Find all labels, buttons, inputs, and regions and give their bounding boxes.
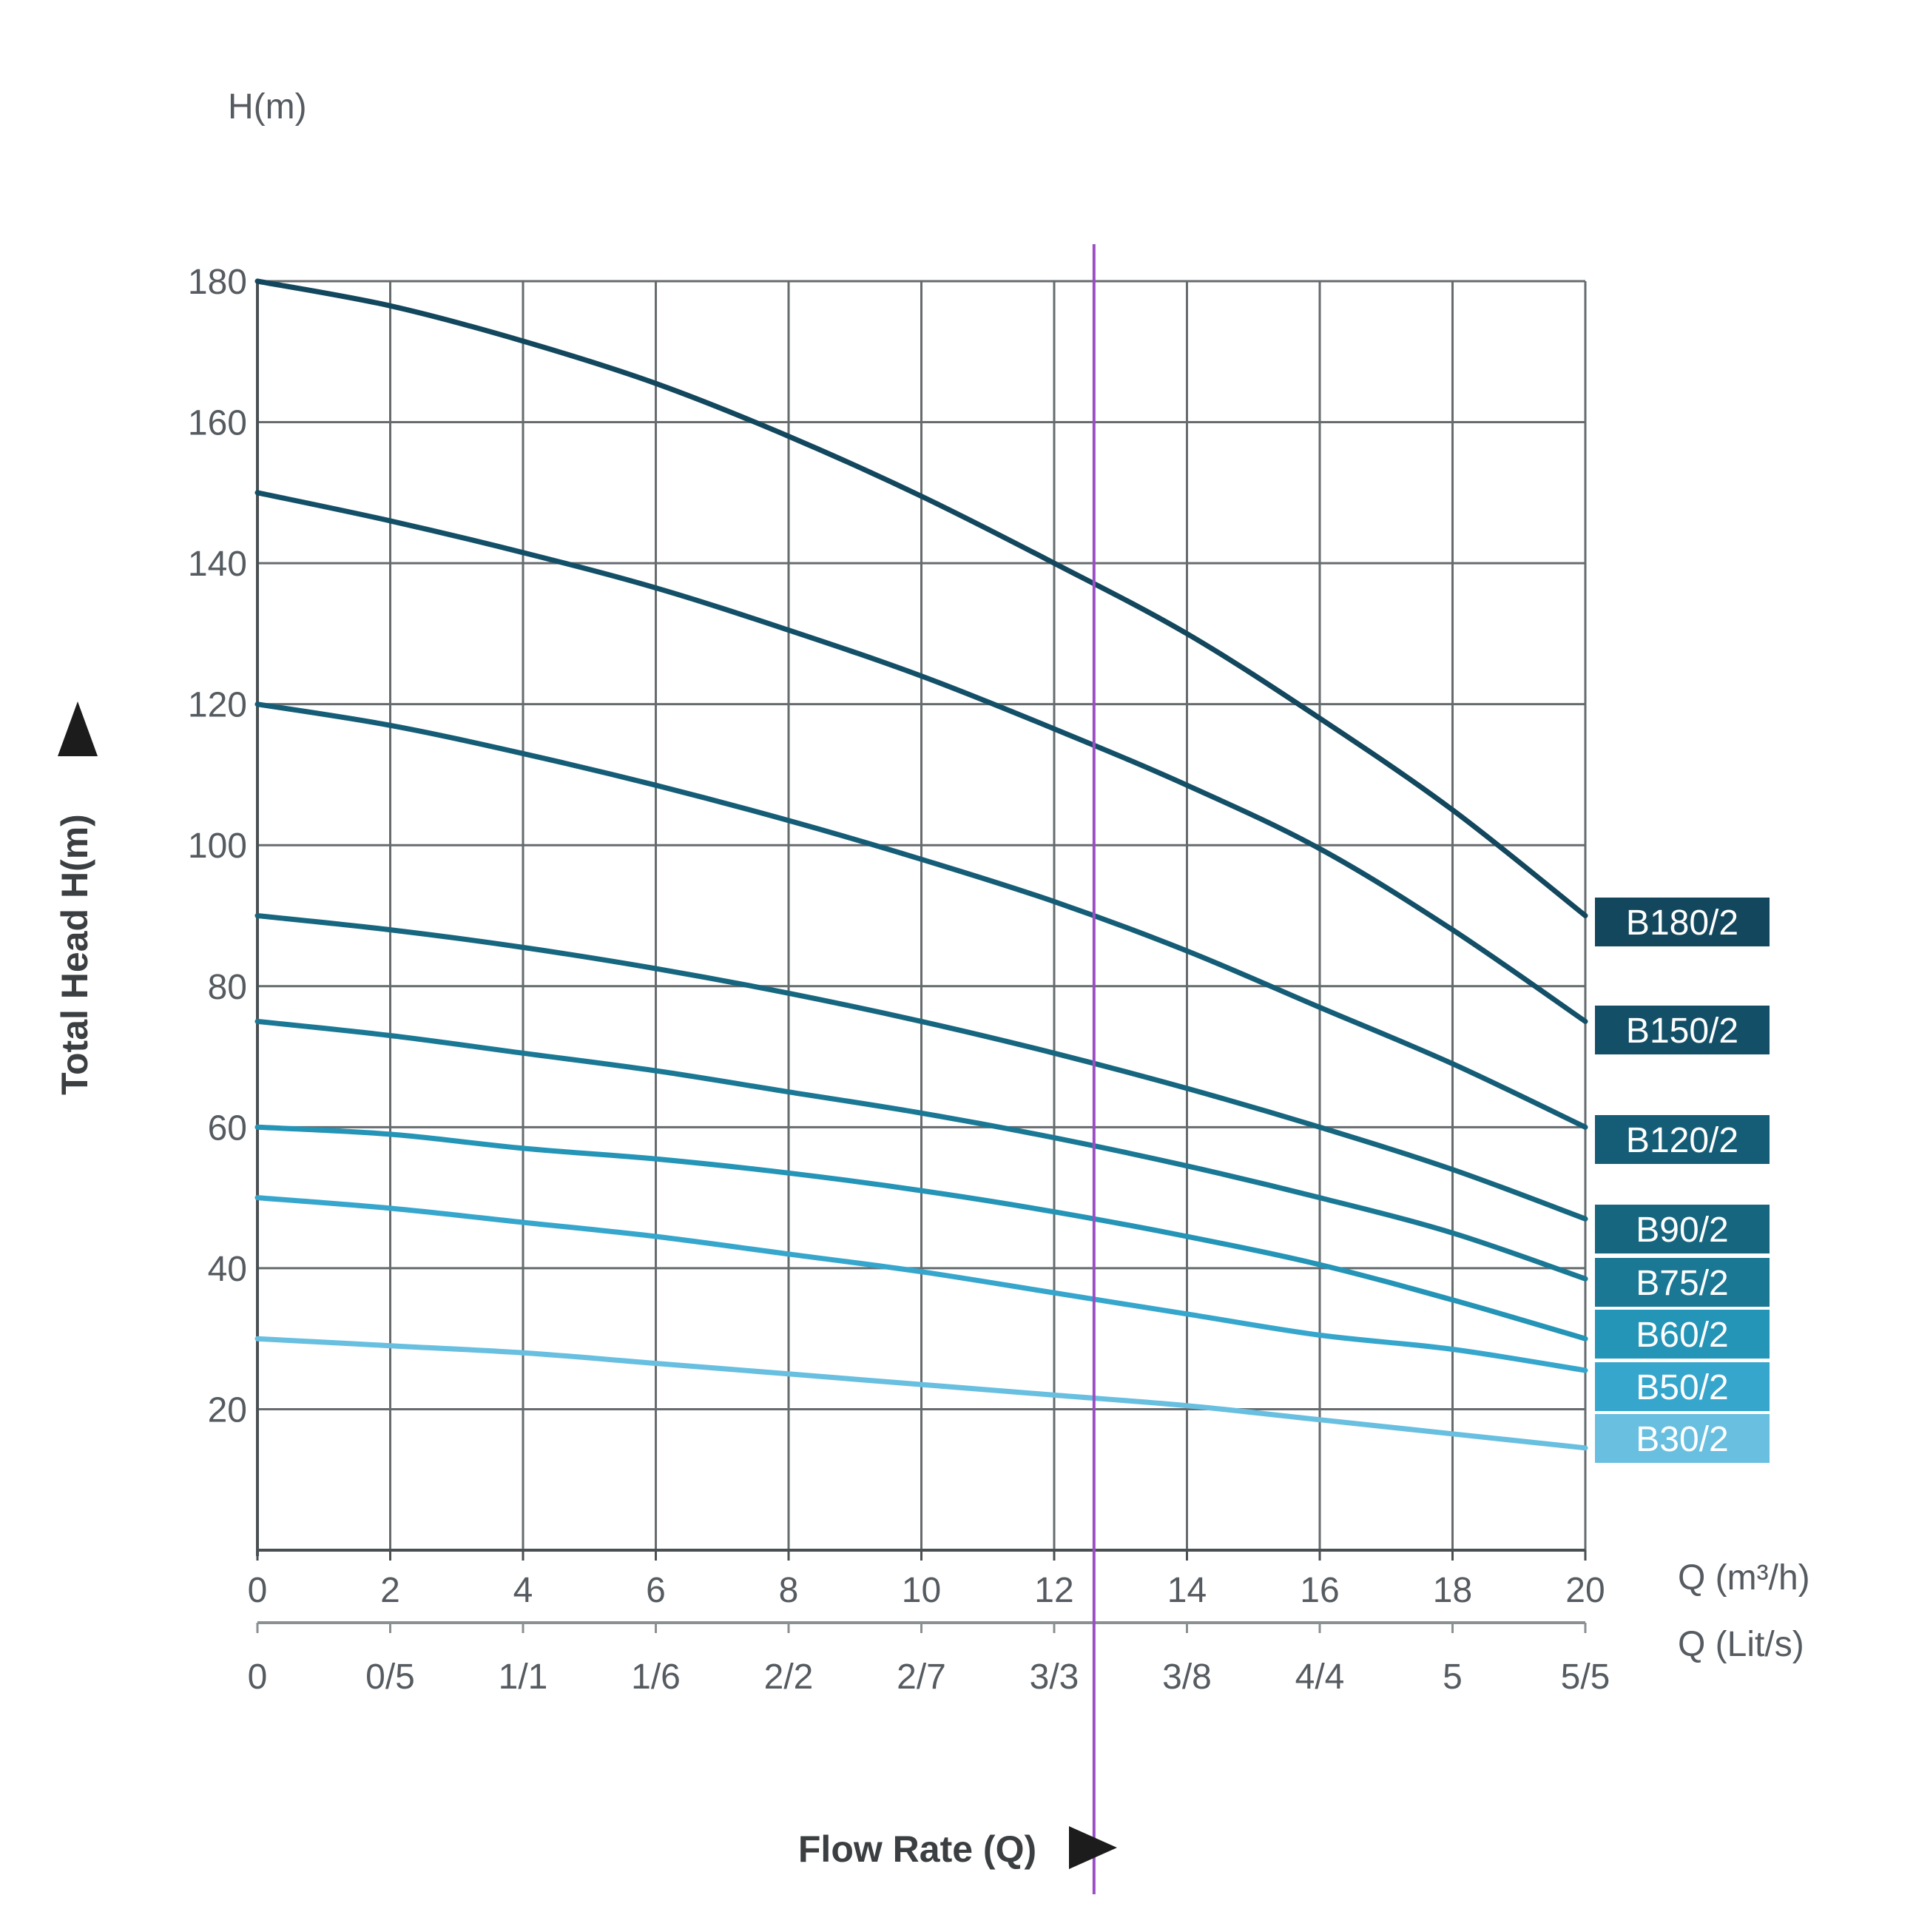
legend-item: [1595, 1205, 1770, 1253]
x2-tick-label: 3/3: [1030, 1657, 1079, 1697]
legend-label: B30/2: [1636, 1420, 1728, 1459]
series-line-b180-2: [254, 278, 1588, 918]
legend-label: B90/2: [1636, 1211, 1728, 1250]
y-tick-label: 20: [208, 1390, 247, 1430]
x-tick-label: 14: [1167, 1571, 1207, 1610]
x-axis-arrow-icon: [1069, 1826, 1117, 1869]
x2-tick-label: 1/6: [631, 1657, 681, 1697]
x2-tick-label: 2/2: [764, 1657, 814, 1697]
y-tick-label: 100: [188, 827, 247, 866]
legend-label: B50/2: [1636, 1368, 1728, 1407]
y-tick-label: 120: [188, 686, 247, 725]
legend-item: [1595, 1115, 1770, 1164]
x-tick-label: 20: [1565, 1571, 1605, 1610]
series-line-b50-2: [254, 1195, 1588, 1373]
legend-label: B60/2: [1636, 1316, 1728, 1355]
y-tick-label: 180: [188, 263, 247, 302]
legend-item: [1595, 1310, 1770, 1359]
x-tick-label: 0: [248, 1571, 268, 1610]
legend-label: B75/2: [1636, 1264, 1728, 1303]
legend-item: [1595, 1258, 1770, 1307]
x2-tick-label: 0/5: [365, 1657, 415, 1697]
series-line-b90-2: [254, 913, 1588, 1222]
legend-item: [1595, 1006, 1770, 1054]
x2-tick-label: 5/5: [1561, 1657, 1610, 1697]
y-tick-label: 140: [188, 545, 247, 584]
series-line-b60-2: [254, 1124, 1588, 1342]
legend-label: B180/2: [1626, 903, 1738, 943]
legend-item: [1595, 898, 1770, 946]
x2-unit-label: Q (Lit/s): [1678, 1625, 1804, 1664]
grid: [256, 280, 1587, 1550]
x-tick-label: 12: [1034, 1571, 1073, 1610]
x-unit-label: Q (m³/h): [1678, 1558, 1810, 1598]
x2-tick-label: 2/7: [897, 1657, 946, 1697]
x-tick-label: 6: [646, 1571, 666, 1610]
y-tick-label: 80: [208, 968, 247, 1007]
series-line-b150-2: [254, 490, 1588, 1024]
x2-tick-label: 5: [1443, 1657, 1463, 1697]
y-axis-title: Total Head H(m): [54, 814, 95, 1095]
x-axis-title: Flow Rate (Q): [798, 1828, 1036, 1870]
x2-tick-label: 3/8: [1162, 1657, 1212, 1697]
axes: 20 40 60 80 100 120 140 160 180 0 2 4 6 8 10 12 14 16 18 20…: [188, 263, 1610, 1697]
legend-label: B150/2: [1626, 1012, 1738, 1051]
legend: B180/2 B150/2 B120/2 B90/2 B75/2 B60/2 B50/2 B3…: [1595, 898, 1770, 1463]
y-tick-label: 160: [188, 404, 247, 443]
x-tick-label: 18: [1433, 1571, 1472, 1610]
legend-item: [1595, 1414, 1770, 1463]
y-unit-label: H(m): [228, 87, 307, 127]
series-line-b120-2: [254, 701, 1588, 1130]
series-lines: [254, 244, 1588, 1894]
y-tick-label: 60: [208, 1108, 247, 1148]
x2-tick-label: 4/4: [1295, 1657, 1345, 1697]
x2-tick-label: 1/1: [499, 1657, 548, 1697]
x-tick-label: 4: [513, 1571, 533, 1610]
y-axis-arrow-icon: [58, 701, 98, 756]
x-tick-label: 2: [380, 1571, 400, 1610]
x-tick-label: 16: [1300, 1571, 1339, 1610]
x-tick-label: 10: [902, 1571, 941, 1610]
legend-label: B120/2: [1626, 1121, 1738, 1160]
series-line-b30-2: [254, 1336, 1588, 1451]
series-line-b75-2: [254, 1018, 1588, 1282]
y-tick-label: 40: [208, 1250, 247, 1289]
x-tick-label: 8: [779, 1571, 799, 1610]
x2-tick-label: 0: [248, 1657, 268, 1697]
legend-item: [1595, 1362, 1770, 1411]
